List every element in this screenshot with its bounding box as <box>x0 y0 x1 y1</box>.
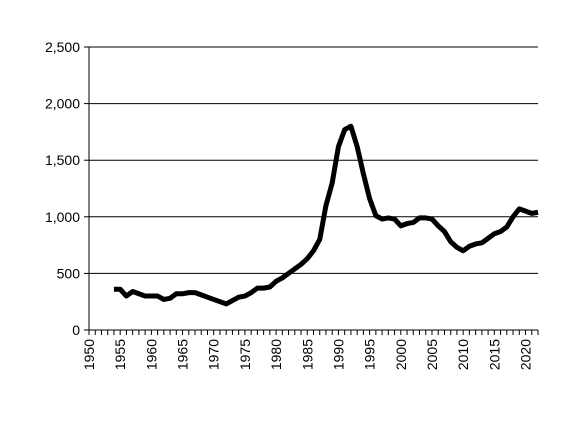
y-tick-label: 1,000 <box>45 209 80 225</box>
x-tick-label: 1950 <box>81 339 97 370</box>
y-tick-label: 2,500 <box>45 39 80 55</box>
x-tick-label: 2000 <box>393 339 409 370</box>
y-tick-label: 0 <box>72 322 80 338</box>
x-tick-label: 1975 <box>237 339 253 370</box>
y-tick-label: 2,000 <box>45 96 80 112</box>
x-tick-label: 1990 <box>330 339 346 370</box>
x-axis: 1950 1955 1960 1965 1970 1975 1980 1985 1990 1995… <box>81 329 539 370</box>
y-tick-label: 500 <box>57 265 81 281</box>
x-tick-label: 2015 <box>486 339 502 370</box>
series-layer <box>113 123 539 307</box>
x-tick-label: 1995 <box>362 339 378 370</box>
y-axis: 0 500 1,000 1,500 2,000 2,500 <box>45 39 90 338</box>
x-tick-label: 1955 <box>112 339 128 370</box>
x-tick-label: 2020 <box>518 339 534 370</box>
x-tick-label: 1960 <box>143 339 159 370</box>
x-tick-label: 1965 <box>175 339 191 370</box>
x-tick-label: 1970 <box>206 339 222 370</box>
x-tick-label: 2005 <box>424 339 440 370</box>
x-tick-label: 1985 <box>299 339 315 370</box>
series-line <box>113 123 539 307</box>
x-tick-label: 2010 <box>455 339 471 370</box>
y-tick-label: 1,500 <box>45 152 80 168</box>
gridlines <box>89 46 538 274</box>
x-tick-label: 1980 <box>268 339 284 370</box>
